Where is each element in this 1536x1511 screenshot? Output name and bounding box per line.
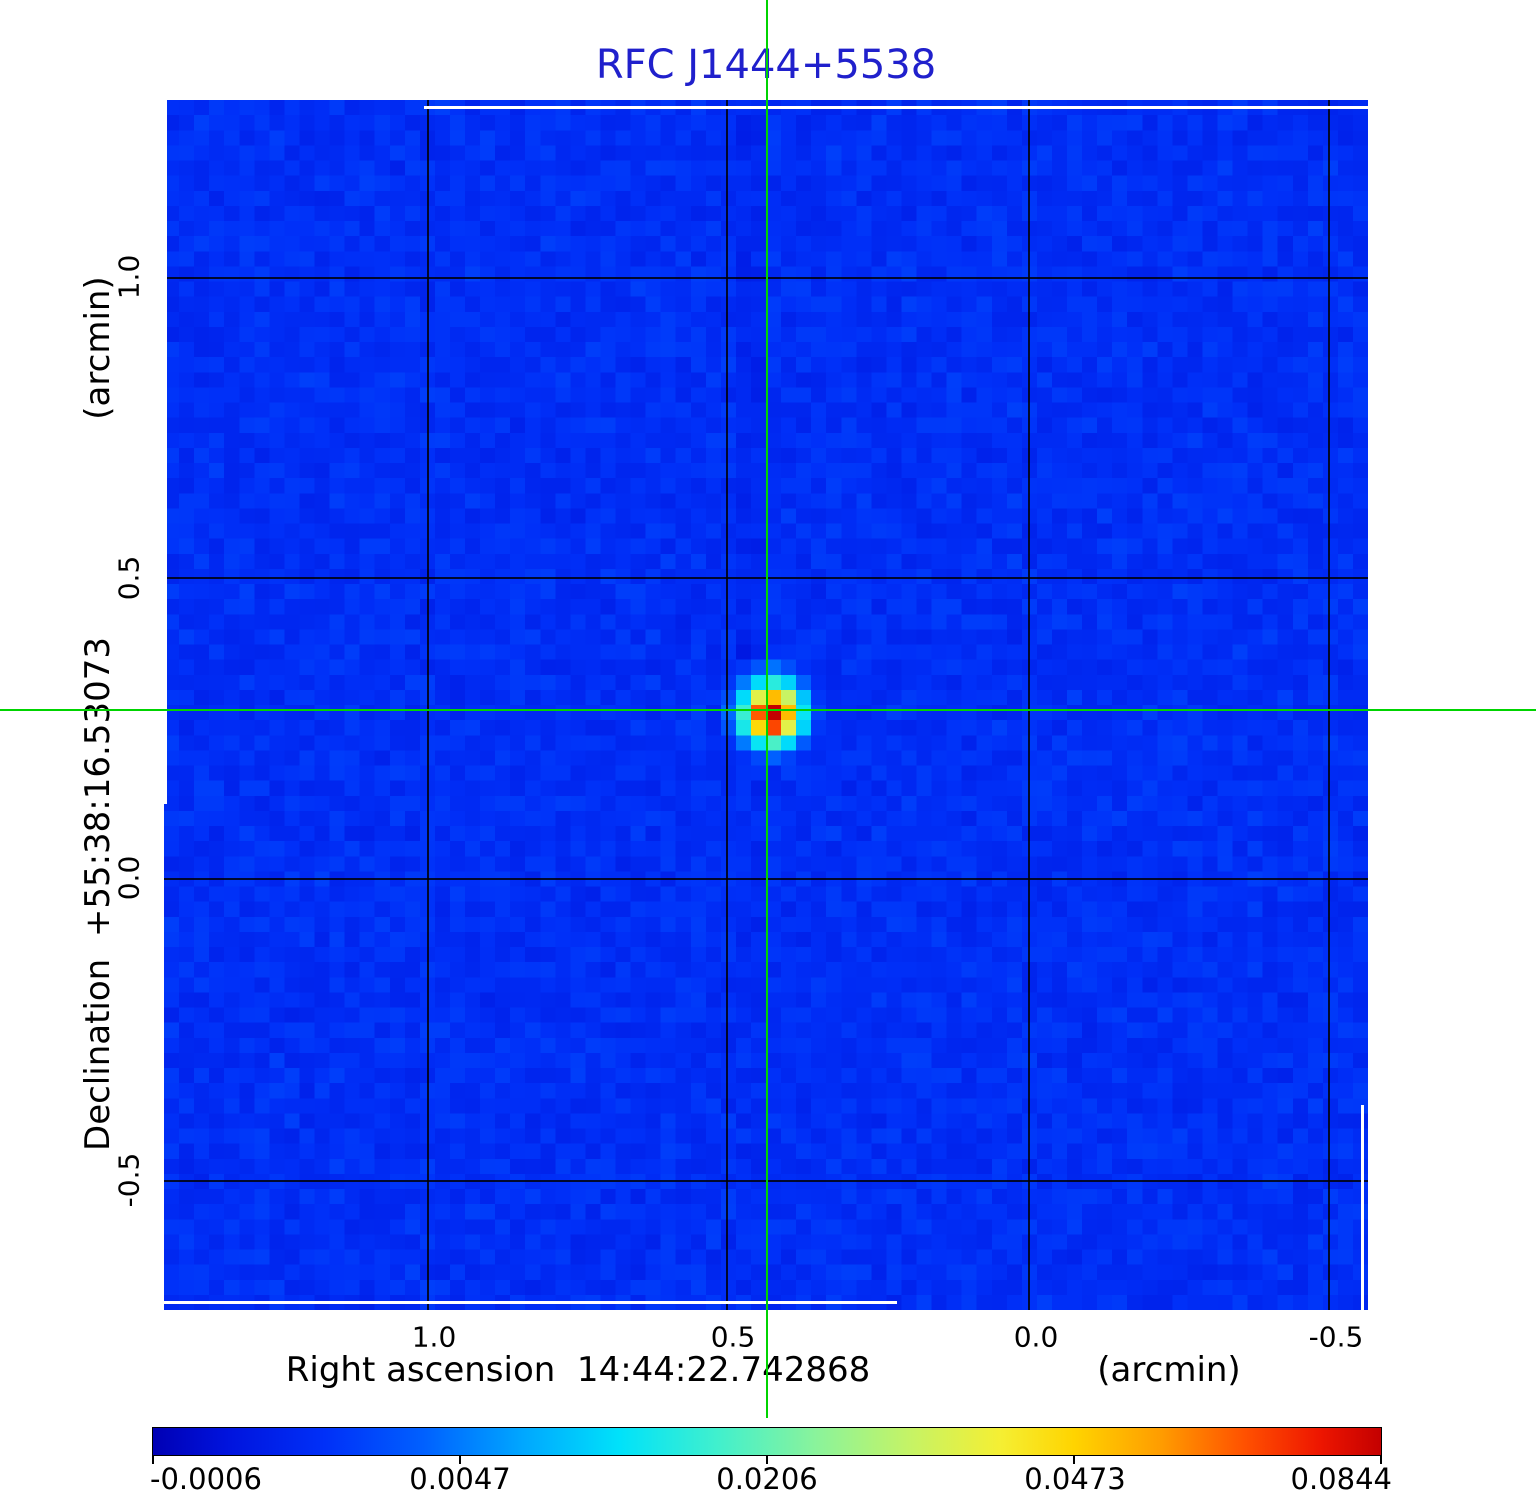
y-axis-unit-label: (arcmin) [78,276,118,420]
axis-spine-top [424,106,1368,109]
colorbar-label-50: 0.0206 [716,1462,818,1496]
colorbar-label-75: 0.0473 [1024,1462,1126,1496]
axis-spine-left [164,100,167,804]
y-axis-label: Declination +55:38:16.53073 [78,637,118,1151]
colorbar-tick-4 [1380,1456,1382,1464]
gridline-vertical-ra-1.0 [427,100,429,1310]
x-tick-label-0.5: 0.5 [710,1320,756,1354]
colorbar-label-max: 0.0844 [1290,1462,1392,1496]
colorbar-label-25: 0.0047 [409,1462,511,1496]
colorbar-tick-2 [766,1456,768,1464]
y-tick-label--0.5: -0.5 [112,1152,146,1208]
x-axis-label: Right ascension 14:44:22.742868 [285,1350,871,1390]
axis-spine-bottom [164,1301,897,1304]
x-tick-label-1.0: 1.0 [411,1320,457,1354]
x-tick-label--0.5: -0.5 [1308,1320,1364,1354]
x-axis-unit-label: (arcmin) [1097,1350,1241,1390]
x-tick-label-0.0: 0.0 [1013,1320,1059,1354]
axis-spine-right [1361,1105,1364,1310]
colorbar-label-min: -0.0006 [150,1462,262,1496]
colorbar-tick-0 [152,1456,154,1464]
gridline-vertical-ra-0.5 [726,100,728,1310]
colorbar [152,1427,1382,1456]
plot-title: RFC J1444+5538 [595,42,937,88]
y-tick-label-0.5: 0.5 [112,555,146,601]
gridline-vertical-ra-0.0 [1028,100,1030,1310]
crosshair-horizontal-line [0,709,1536,711]
gridline-vertical-ra--0.5 [1328,100,1330,1310]
colorbar-tick-1 [459,1456,461,1464]
colorbar-tick-3 [1073,1456,1075,1464]
